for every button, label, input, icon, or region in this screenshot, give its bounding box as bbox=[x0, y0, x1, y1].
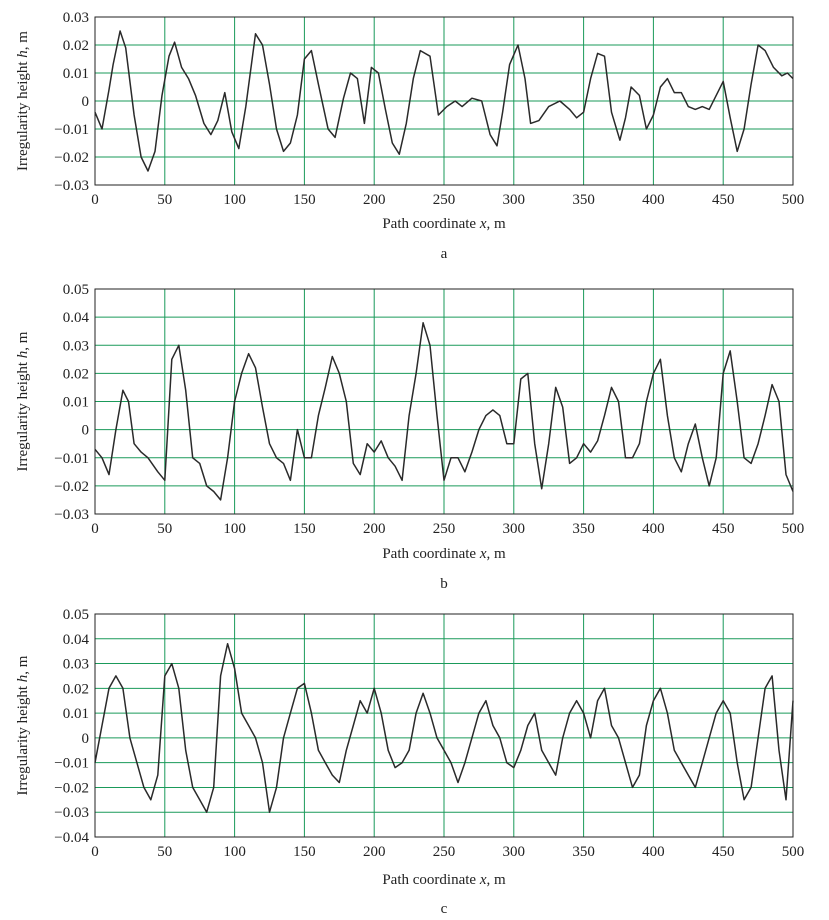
x-tick-label: 250 bbox=[433, 192, 456, 208]
x-axis-label-variable: x bbox=[479, 546, 487, 562]
y-tick-label: 0.04 bbox=[63, 632, 90, 648]
y-axis-label: Irregularity height h, m bbox=[15, 331, 31, 471]
y-axis-label-text: Irregularity height bbox=[15, 682, 31, 795]
x-tick-label: 300 bbox=[503, 844, 526, 860]
y-axis-label-unit: , m bbox=[15, 655, 31, 675]
x-tick-label: 0 bbox=[91, 844, 99, 860]
x-tick-label: 250 bbox=[433, 521, 456, 537]
x-tick-label: 50 bbox=[157, 844, 172, 860]
y-tick-label: −0.01 bbox=[54, 122, 89, 138]
x-tick-label: 400 bbox=[642, 192, 665, 208]
y-axis-label: Irregularity height h, m bbox=[15, 31, 31, 171]
panel-label: c bbox=[441, 901, 448, 917]
y-axis-label-unit: , m bbox=[15, 331, 31, 351]
series-line bbox=[94, 30, 794, 172]
series-line bbox=[94, 322, 794, 501]
x-tick-label: 500 bbox=[782, 192, 805, 208]
y-axis-label-variable: h bbox=[15, 675, 31, 683]
x-axis-label-variable: x bbox=[479, 216, 487, 232]
y-tick-label: 0.02 bbox=[63, 38, 89, 54]
panel-label: b bbox=[440, 576, 448, 592]
y-tick-label: −0.03 bbox=[54, 805, 89, 821]
y-tick-label: −0.04 bbox=[54, 830, 89, 846]
x-tick-label: 450 bbox=[712, 521, 735, 537]
y-tick-label: 0.03 bbox=[63, 10, 89, 26]
x-tick-label: 350 bbox=[572, 844, 595, 860]
x-axis-label: Path coordinate x, m bbox=[382, 546, 506, 562]
x-tick-label: 350 bbox=[572, 521, 595, 537]
y-axis-label-text: Irregularity height bbox=[15, 358, 31, 471]
y-axis-label-unit: , m bbox=[15, 31, 31, 51]
x-axis-label-text: Path coordinate bbox=[382, 546, 479, 562]
x-axis-label: Path coordinate x, m bbox=[382, 216, 506, 232]
plot-frame bbox=[94, 16, 794, 186]
x-tick-label: 450 bbox=[712, 844, 735, 860]
x-tick-label: 400 bbox=[642, 844, 665, 860]
y-tick-label: −0.02 bbox=[54, 150, 89, 166]
y-tick-label: 0.02 bbox=[63, 366, 89, 382]
y-tick-label: 0.02 bbox=[63, 681, 89, 697]
x-tick-label: 100 bbox=[223, 192, 246, 208]
chart-panel-c: 0 50 100 150 200 250 300 350 400 450 500 −0.04 −0.03… bbox=[15, 607, 804, 917]
y-tick-label: 0.01 bbox=[63, 66, 89, 82]
y-tick-label: 0.05 bbox=[63, 607, 89, 623]
panel-label: a bbox=[441, 246, 448, 262]
x-tick-label: 200 bbox=[363, 192, 386, 208]
y-tick-label: 0.04 bbox=[63, 310, 90, 326]
y-tick-label: −0.01 bbox=[54, 756, 89, 772]
y-tick-label: −0.01 bbox=[54, 451, 89, 467]
x-axis-label-text: Path coordinate bbox=[382, 216, 479, 232]
x-tick-label: 450 bbox=[712, 192, 735, 208]
y-tick-label: 0.03 bbox=[63, 338, 89, 354]
y-tick-label: 0.05 bbox=[63, 282, 89, 298]
plot-frame bbox=[94, 288, 794, 515]
x-tick-label: 150 bbox=[293, 844, 316, 860]
y-tick-label: −0.02 bbox=[54, 479, 89, 495]
x-tick-label: 0 bbox=[91, 192, 99, 208]
plot-frame bbox=[94, 613, 794, 838]
x-tick-label: 50 bbox=[157, 521, 172, 537]
x-axis-label-unit: , m bbox=[486, 546, 506, 562]
x-tick-label: 300 bbox=[503, 192, 526, 208]
x-axis-label-unit: , m bbox=[486, 216, 506, 232]
x-tick-label: 300 bbox=[503, 521, 526, 537]
y-tick-label: 0 bbox=[82, 94, 90, 110]
x-tick-label: 200 bbox=[363, 521, 386, 537]
y-tick-label: −0.02 bbox=[54, 780, 89, 796]
chart-panel-b: 0 50 100 150 200 250 300 350 400 450 500 −0.03 −0.02… bbox=[15, 282, 804, 592]
y-axis-label-variable: h bbox=[15, 351, 31, 359]
y-axis-label-text: Irregularity height bbox=[15, 58, 31, 171]
y-axis-label: Irregularity height h, m bbox=[15, 655, 31, 795]
y-tick-label: −0.03 bbox=[54, 507, 89, 523]
y-tick-label: 0 bbox=[82, 731, 90, 747]
x-axis-label-unit: , m bbox=[486, 872, 506, 888]
x-tick-label: 200 bbox=[363, 844, 386, 860]
y-tick-label: 0.01 bbox=[63, 706, 89, 722]
x-axis-label-text: Path coordinate bbox=[382, 872, 479, 888]
y-tick-label: 0 bbox=[82, 423, 90, 439]
x-tick-label: 350 bbox=[572, 192, 595, 208]
x-tick-label: 100 bbox=[223, 521, 246, 537]
x-tick-label: 500 bbox=[782, 844, 805, 860]
y-tick-label: 0.01 bbox=[63, 395, 89, 411]
x-tick-label: 500 bbox=[782, 521, 805, 537]
x-tick-label: 0 bbox=[91, 521, 99, 537]
y-tick-label: 0.03 bbox=[63, 657, 89, 673]
x-axis-label-variable: x bbox=[479, 872, 487, 888]
x-tick-label: 150 bbox=[293, 192, 316, 208]
x-tick-label: 100 bbox=[223, 844, 246, 860]
series-line bbox=[94, 642, 794, 813]
x-tick-label: 150 bbox=[293, 521, 316, 537]
y-axis-label-variable: h bbox=[15, 50, 31, 58]
x-axis-label: Path coordinate x, m bbox=[382, 872, 506, 888]
x-tick-label: 250 bbox=[433, 844, 456, 860]
chart-panel-a: 0 50 100 150 200 250 300 350 400 450 500 −0.03 −0.02… bbox=[15, 10, 804, 262]
y-tick-label: −0.03 bbox=[54, 178, 89, 194]
x-tick-label: 50 bbox=[157, 192, 172, 208]
x-tick-label: 400 bbox=[642, 521, 665, 537]
